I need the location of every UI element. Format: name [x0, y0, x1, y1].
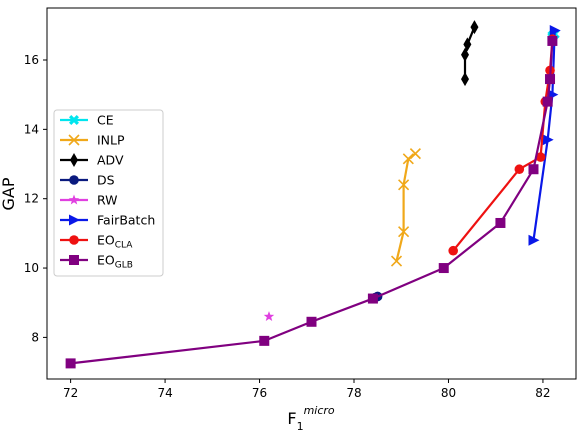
legend-label-rw: RW: [97, 193, 118, 208]
legend-frame: [53, 109, 164, 277]
data-point-eo-glb: [306, 316, 317, 327]
x-tick-label: 72: [63, 386, 78, 400]
data-point-eo-glb: [367, 293, 378, 304]
x-axis: 72 74 76 78 80 82: [63, 379, 551, 400]
data-point-adv: [461, 47, 470, 62]
series-fairbatch: [528, 25, 561, 246]
series-inlp: [390, 148, 421, 267]
data-point-eo-glb: [528, 164, 539, 175]
y-tick-label: 14: [24, 122, 39, 136]
data-point-rw: [263, 311, 275, 322]
legend-item-fairbatch: FairBatch: [60, 213, 155, 228]
legend-swatch-marker: [69, 115, 79, 125]
legend-swatch-marker: [68, 194, 80, 205]
data-point-eo-glb: [259, 335, 270, 346]
data-point-inlp: [398, 179, 410, 191]
legend-swatch-marker: [70, 153, 78, 167]
data-point-fairbatch: [528, 234, 540, 246]
legend-label-inlp: INLP: [97, 133, 125, 148]
legend-swatch-marker: [68, 134, 80, 146]
plot-marks: [65, 20, 561, 369]
legend-item-inlp: INLP: [60, 133, 125, 148]
legend-label-eo-cla: EOCLA: [97, 233, 133, 251]
legend-swatch-marker: [69, 175, 79, 185]
y-axis-title: GAP: [0, 177, 18, 210]
legend-swatch-marker: [69, 214, 80, 226]
legend-item-eo-glb: EOGLB: [60, 253, 133, 271]
plot-frame: [46, 7, 577, 380]
data-point-inlp: [398, 226, 410, 238]
data-point-adv: [470, 20, 479, 35]
data-point-inlp: [402, 153, 414, 165]
data-point-eo-glb: [545, 74, 556, 85]
data-point-eo-cla: [448, 245, 458, 256]
legend-label-eo-glb: EOGLB: [97, 253, 133, 271]
y-tick-label: 16: [24, 53, 39, 67]
x-tick-label: 78: [346, 386, 361, 400]
data-point-eo-glb: [65, 358, 76, 369]
legend-label-fairbatch: FairBatch: [97, 213, 155, 228]
x-tick-label: 82: [535, 386, 550, 400]
data-point-fairbatch: [542, 134, 554, 146]
series-rw: [263, 311, 275, 322]
data-point-eo-glb: [542, 96, 553, 107]
data-point-eo-cla: [514, 164, 525, 175]
data-point-fairbatch: [549, 25, 561, 37]
x-tick-label: 74: [157, 386, 172, 400]
series-line-inlp: [395, 152, 417, 262]
y-axis: 8 10 12 14 16: [24, 53, 47, 344]
y-tick-label: 12: [24, 192, 39, 206]
series-line-adv: [463, 26, 476, 80]
legend-item-ce: CE: [60, 113, 114, 128]
y-tick-label: 8: [31, 330, 39, 344]
data-point-eo-cla: [535, 152, 546, 162]
legend-label-adv: ADV: [97, 153, 124, 168]
series-adv: [461, 20, 479, 87]
data-point-adv: [461, 72, 470, 87]
y-tick-label: 10: [24, 261, 39, 275]
data-point-inlp: [409, 148, 421, 160]
legend-label-ds: DS: [97, 173, 115, 188]
series-eo-glb: [65, 35, 558, 369]
data-point-eo-glb: [438, 263, 449, 274]
legend-swatch-marker: [69, 235, 79, 245]
legend-item-rw: RW: [60, 193, 118, 208]
legend-item-adv: ADV: [60, 153, 124, 168]
legend: CE INLP ADV DS RW FairBatch EOCLA EOGLB: [53, 109, 164, 277]
x-tick-label: 80: [441, 386, 456, 400]
x-tick-label: 76: [252, 386, 267, 400]
data-point-inlp: [390, 255, 403, 267]
x-axis-title: F1micro: [287, 404, 335, 432]
series-line-eo-glb: [70, 40, 554, 365]
legend-swatch-marker: [69, 255, 79, 265]
series-line-fairbatch: [532, 30, 556, 241]
data-point-adv: [463, 37, 472, 52]
data-point-eo-glb: [547, 35, 558, 46]
legend-item-ds: DS: [60, 173, 115, 188]
data-point-eo-glb: [495, 217, 506, 228]
legend-item-eo-cla: EOCLA: [60, 233, 133, 251]
legend-label-ce: CE: [97, 113, 114, 128]
